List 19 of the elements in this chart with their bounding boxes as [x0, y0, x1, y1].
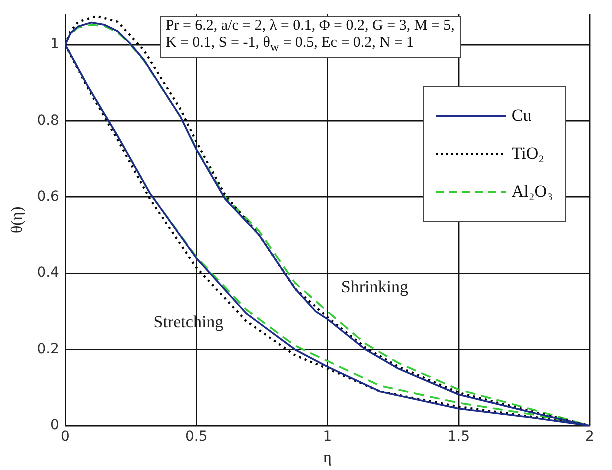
legend-label: Al₂O₃ [512, 182, 553, 202]
x-tick-label: 1.5 [448, 429, 470, 446]
annotation: Pr = 6.2, a/c = 2, λ = 0.1, Φ = 0.2, G = 3, M = 5, [166, 18, 455, 34]
x-tick-label: 0.5 [185, 429, 208, 446]
y-axis-title: θ(η) [8, 206, 26, 234]
x-tick-label: 0 [61, 429, 70, 446]
annotation: Shrinking [341, 278, 409, 297]
y-tick-label: 0.2 [37, 341, 60, 358]
legend-label: Cu [512, 106, 532, 126]
y-tick-label: 0 [50, 418, 60, 434]
x-axis-title: η [324, 450, 332, 467]
x-tick-label: 1 [323, 429, 332, 446]
annotation: K = 0.1, S = -1, θ$_{w}$ = 0.5, Ec = 0.2, N = 1 [166, 35, 414, 54]
y-tick-label: 0.8 [37, 112, 60, 129]
x-tick-label: 2 [586, 429, 594, 446]
y-tick-label: 0.4 [37, 265, 60, 282]
legend-label: TiO₂ [512, 144, 545, 164]
y-tick-label: 1 [50, 36, 60, 53]
y-tick-label: 0.6 [37, 188, 60, 205]
